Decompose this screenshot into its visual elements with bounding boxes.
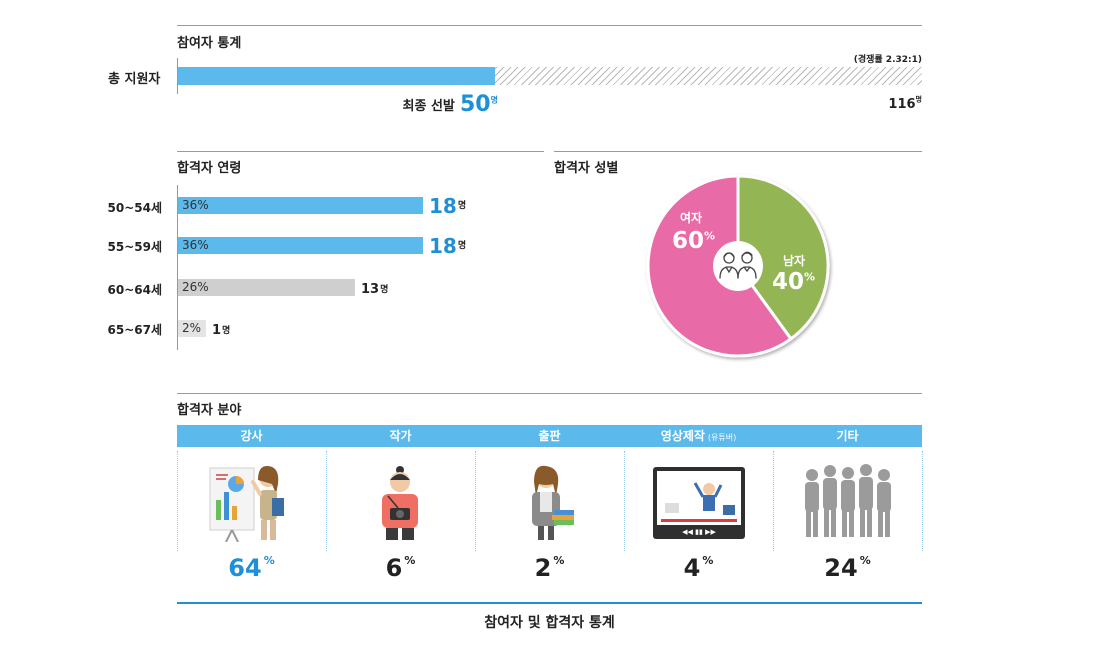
age-label-2: 55~59세 <box>107 240 163 254</box>
age-count-3-unit: 명 <box>380 285 389 295</box>
field-pct-other-unit: % <box>859 554 871 567</box>
age-bar-3 <box>178 279 355 296</box>
field-pct-other: 24% <box>773 554 922 582</box>
footer-rule <box>177 602 922 604</box>
selected-value: 50 <box>460 92 491 117</box>
field-name-video: 영상제작 <box>660 429 705 443</box>
age-count-2-value: 18 <box>429 234 457 258</box>
field-pct-publishing-unit: % <box>553 554 565 567</box>
male-pct-value: 40 <box>772 269 805 295</box>
divider <box>624 451 625 551</box>
top-rule <box>177 25 922 26</box>
field-pct-writer-unit: % <box>404 554 416 567</box>
female-pct-unit: % <box>704 229 716 243</box>
axis-line-top <box>177 58 178 94</box>
age-label-4: 65~67세 <box>107 323 163 337</box>
age-pct-3: 26% <box>182 280 209 294</box>
total-value: 116 <box>888 97 916 112</box>
publishing-illustration <box>532 465 574 540</box>
field-header-instructor: 강사 <box>177 425 326 447</box>
age-bar-2 <box>178 237 423 254</box>
svg-text:◀◀ ▮▮ ▶▶: ◀◀ ▮▮ ▶▶ <box>682 528 716 536</box>
age-pct-1: 36% <box>182 198 209 212</box>
age-axis-line <box>177 185 178 350</box>
age-bar-1 <box>178 197 423 214</box>
selected-caption: 최종 선발 50명 <box>388 92 498 117</box>
footer-caption: 참여자 및 합격자 통계 <box>484 615 615 631</box>
competition-note: (경쟁률 2.32:1) <box>853 55 922 65</box>
field-name-publishing: 출판 <box>538 429 561 443</box>
field-header-writer: 작가 <box>326 425 475 447</box>
total-caption: 116명 <box>888 93 922 112</box>
age-count-1: 18명 <box>429 196 466 216</box>
fields-rule <box>177 393 922 394</box>
age-count-2-unit: 명 <box>457 241 467 251</box>
female-pct-value: 60 <box>672 228 705 254</box>
gender-pie <box>646 174 830 358</box>
field-sub-video: (유튜버) <box>707 433 737 442</box>
field-name-other: 기타 <box>836 429 859 443</box>
age-count-2: 18명 <box>429 236 466 256</box>
divider <box>177 451 178 551</box>
field-pct-writer: 6% <box>326 554 475 582</box>
age-count-4: 1명 <box>212 321 230 341</box>
male-label: 남자 <box>783 254 806 268</box>
age-count-1-value: 18 <box>429 194 457 218</box>
age-pct-4: 2% <box>182 321 202 335</box>
field-pct-instructor-unit: % <box>263 554 275 567</box>
field-pct-video-value: 4 <box>683 554 701 582</box>
field-pct-publishing-value: 2 <box>534 554 552 582</box>
male-pct-unit: % <box>804 270 816 284</box>
age-bar-4 <box>178 320 206 337</box>
field-header-publishing: 출판 <box>475 425 624 447</box>
age-pct-2: 36% <box>182 238 209 252</box>
gender-title: 합격자 성별 <box>554 161 619 176</box>
age-count-3: 13명 <box>361 280 388 300</box>
fields-title: 합격자 분야 <box>177 403 242 418</box>
pie-slice-male <box>736 174 830 341</box>
field-pct-video-unit: % <box>702 554 714 567</box>
others-illustration <box>805 464 891 537</box>
field-pct-instructor-value: 64 <box>228 554 262 582</box>
instructor-illustration <box>209 465 284 542</box>
selected-unit: 명 <box>490 95 498 105</box>
age-label-3: 60~64세 <box>107 283 163 297</box>
total-unit: 명 <box>915 95 922 104</box>
field-name-instructor: 강사 <box>240 429 263 443</box>
people-icon <box>719 251 757 279</box>
participant-stats-title: 참여자 통계 <box>177 36 242 51</box>
male-pct: 40% <box>772 269 815 295</box>
female-pct: 60% <box>672 228 715 254</box>
field-header-video: 영상제작 (유튜버) <box>624 425 773 447</box>
age-count-3-value: 13 <box>361 282 380 297</box>
field-pct-instructor: 64% <box>177 554 326 582</box>
gender-rule <box>554 151 922 152</box>
age-rule <box>177 151 544 152</box>
divider <box>922 451 923 551</box>
selected-bar <box>178 67 495 85</box>
field-pct-other-value: 24 <box>824 554 858 582</box>
field-name-writer: 작가 <box>389 429 412 443</box>
age-count-4-unit: 명 <box>222 326 231 336</box>
total-applicants-label: 총 지원자 <box>108 72 161 87</box>
divider <box>326 451 327 551</box>
gender-center-circle <box>713 241 763 291</box>
age-count-4-value: 1 <box>212 323 222 338</box>
writer-illustration <box>382 466 418 540</box>
age-label-1: 50~54세 <box>107 201 163 215</box>
field-header-other: 기타 <box>773 425 922 447</box>
video-illustration: ◀◀ ▮▮ ▶▶ <box>653 467 745 539</box>
field-pct-video: 4% <box>624 554 773 582</box>
age-count-1-unit: 명 <box>457 201 467 211</box>
age-title: 합격자 연령 <box>177 161 242 176</box>
field-pct-publishing: 2% <box>475 554 624 582</box>
field-pct-writer-value: 6 <box>385 554 403 582</box>
selected-label: 최종 선발 <box>402 99 455 114</box>
female-label: 여자 <box>680 211 703 225</box>
divider <box>475 451 476 551</box>
divider <box>773 451 774 551</box>
